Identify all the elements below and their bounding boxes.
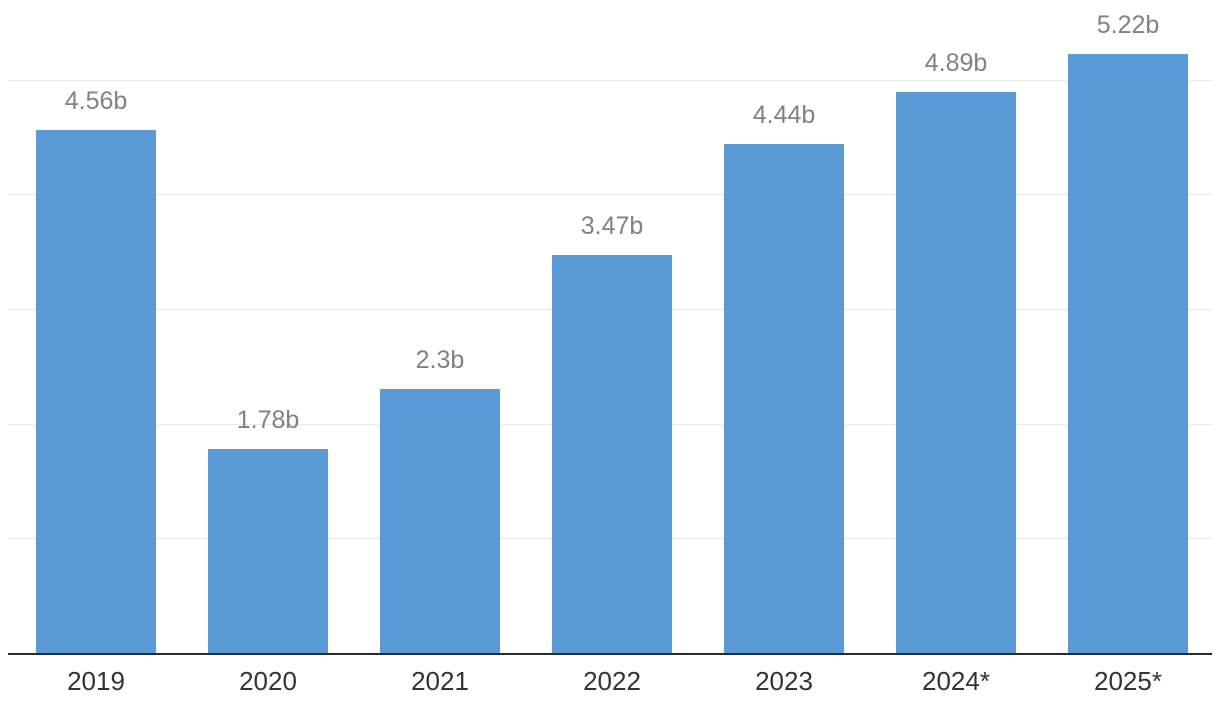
x-axis-label-2025: 2025*: [1094, 666, 1162, 696]
bar-2022[interactable]: [552, 255, 672, 653]
x-axis-label-2020: 2020: [239, 666, 297, 696]
gridline-5b: [8, 80, 1212, 81]
value-label-2023: 4.44b: [752, 101, 816, 129]
bar-2023[interactable]: [724, 144, 844, 653]
value-label-2020: 1.78b: [236, 406, 300, 434]
bar-2020[interactable]: [208, 449, 328, 653]
value-label-2024: 4.89b: [924, 49, 988, 77]
value-label-2022: 3.47b: [580, 212, 644, 240]
bar-2025[interactable]: [1068, 54, 1188, 653]
gridline-4b: [8, 194, 1212, 195]
x-axis-label-2023: 2023: [755, 666, 813, 696]
value-label-2025: 5.22b: [1096, 11, 1160, 39]
x-axis-line: [8, 653, 1212, 655]
bar-2021[interactable]: [380, 389, 500, 653]
bar-2024[interactable]: [896, 92, 1016, 653]
value-label-2021: 2.3b: [415, 346, 465, 374]
x-axis-label-2021: 2021: [411, 666, 469, 696]
x-axis-label-2024: 2024*: [922, 666, 990, 696]
value-label-2019: 4.56b: [64, 87, 128, 115]
x-axis-label-2022: 2022: [583, 666, 641, 696]
x-axis-label-2019: 2019: [67, 666, 125, 696]
bar-2019[interactable]: [36, 130, 156, 653]
